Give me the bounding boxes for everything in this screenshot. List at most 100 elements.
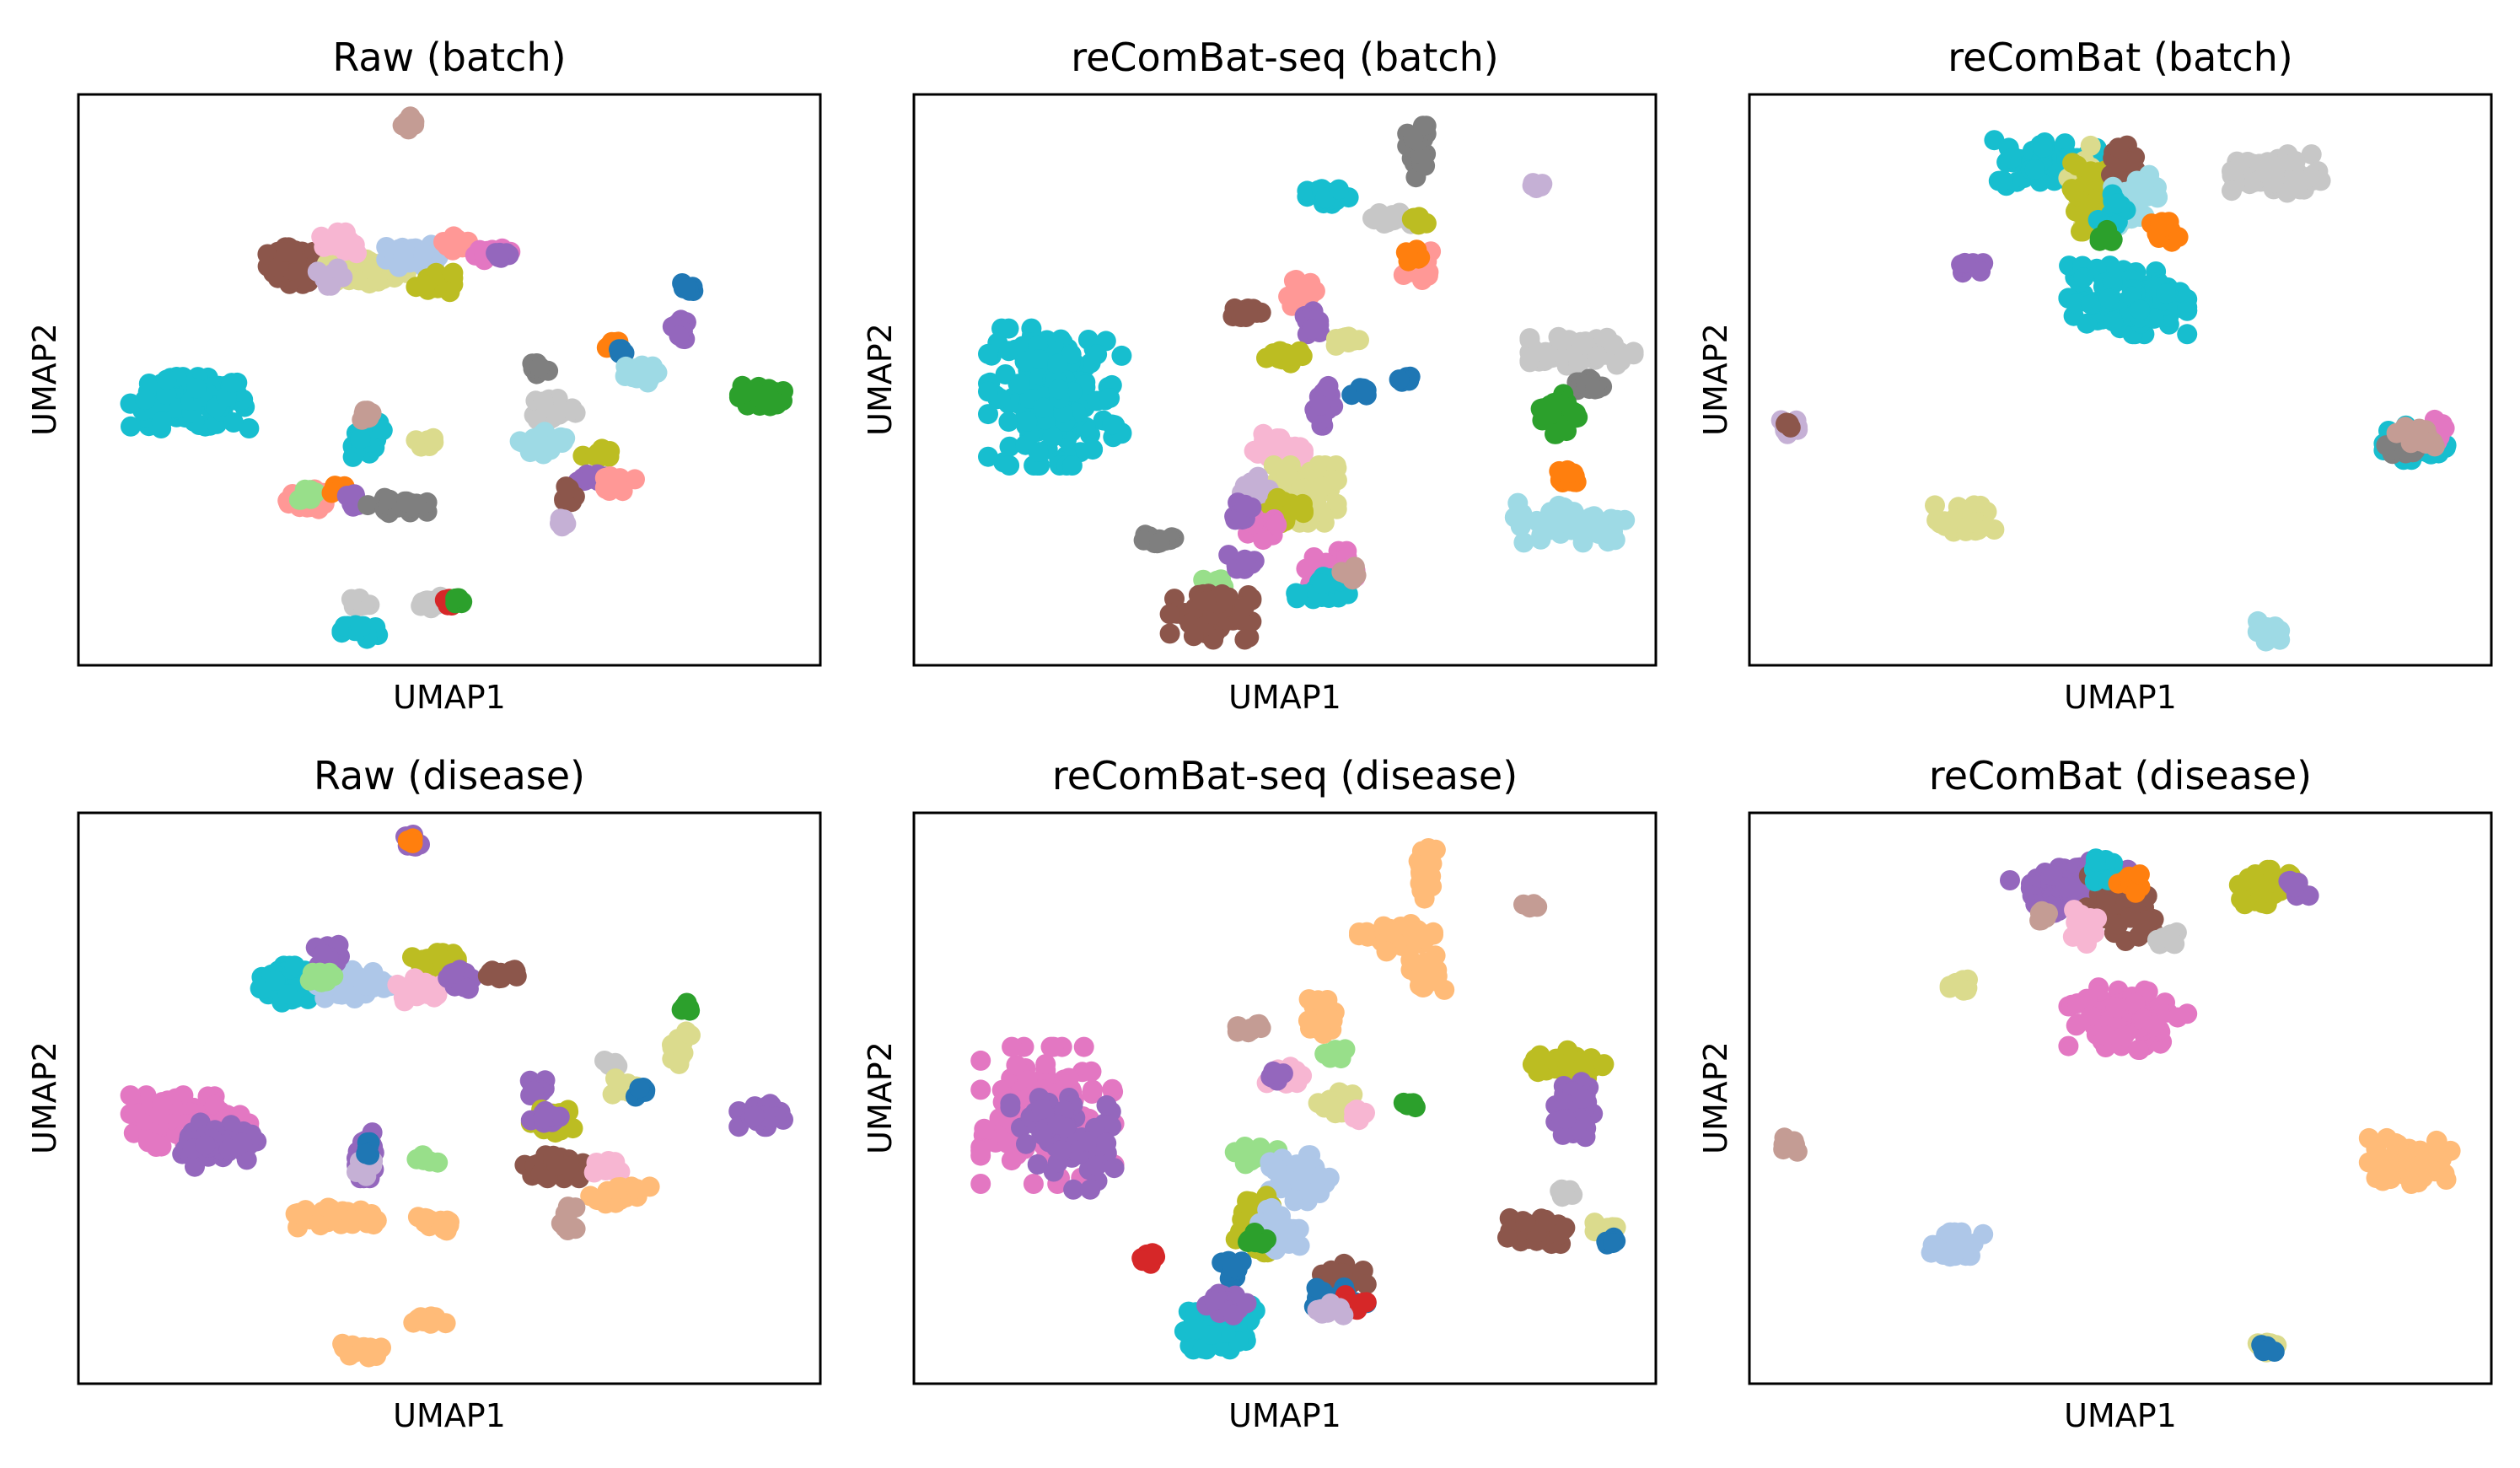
scatter-point: [1073, 1036, 1094, 1057]
scatter-point: [1216, 1323, 1237, 1343]
scatter-point: [2128, 1040, 2149, 1060]
point-cluster: [2386, 417, 2445, 457]
scatter-point: [1515, 1213, 1536, 1234]
y-axis-label: UMAP2: [862, 323, 899, 436]
scatter-point: [317, 275, 338, 296]
point-cluster: [1497, 1207, 1576, 1255]
scatter-point: [402, 832, 423, 853]
scatter-point: [1023, 1174, 1044, 1194]
scatter-point: [2085, 852, 2106, 873]
scatter-point: [2152, 217, 2173, 238]
point-cluster: [299, 962, 344, 992]
scatter-point: [1623, 344, 1644, 365]
scatter-point: [1323, 1095, 1344, 1116]
point-cluster: [1294, 301, 1330, 345]
scatter-point: [1287, 584, 1308, 605]
scatter-point: [1335, 327, 1356, 348]
scatter-point: [333, 981, 353, 1002]
point-cluster: [288, 479, 326, 510]
scatter-point: [268, 256, 289, 277]
point-cluster: [2058, 255, 2198, 345]
panel-title: reComBat-seq (batch): [1071, 35, 1499, 80]
scatter-point: [1354, 1103, 1375, 1124]
scatter-point: [1234, 494, 1255, 515]
scatter-point: [1593, 1054, 1615, 1075]
scatter-point: [1087, 344, 1108, 365]
scatter-point: [605, 1179, 626, 1200]
scatter-point: [1061, 455, 1083, 476]
scatter-point: [412, 243, 433, 264]
scatter-point: [411, 595, 432, 616]
scatter-point: [2084, 922, 2105, 944]
point-cluster: [554, 476, 585, 513]
point-cluster: [728, 375, 793, 417]
scatter-point: [1290, 280, 1310, 301]
scatter-point: [2222, 180, 2242, 202]
scatter-point: [1236, 1293, 1257, 1314]
scatter-point: [185, 1156, 205, 1177]
scatter-point: [1599, 524, 1620, 546]
scatter-point: [2231, 889, 2252, 910]
scatter-point: [597, 1051, 618, 1073]
point-cluster: [2141, 212, 2189, 252]
scatter-point: [418, 1311, 439, 1332]
scatter-point: [1031, 1099, 1052, 1120]
scatter-point: [156, 384, 177, 406]
point-cluster: [671, 992, 701, 1021]
scatter-point: [491, 964, 512, 984]
scatter-point: [488, 246, 509, 267]
panel-recombat-seq-disease: reComBat-seq (disease) UMAP1 UMAP2: [862, 753, 1658, 1434]
scatter-point: [673, 1042, 694, 1063]
point-cluster: [376, 234, 449, 277]
scatter-point: [620, 359, 640, 380]
scatter-point: [358, 407, 379, 428]
scatter-point: [2108, 137, 2129, 159]
scatter-point: [389, 256, 410, 277]
scatter-point: [285, 1203, 306, 1224]
scatter-point: [2032, 905, 2053, 926]
scatter-point: [1953, 980, 1975, 1001]
point-cluster: [1566, 368, 1613, 401]
scatter-point: [2061, 179, 2082, 200]
scatter-point: [1584, 379, 1605, 400]
scatter-point: [974, 1118, 995, 1139]
point-cluster: [1939, 969, 1978, 1001]
scatter-point: [2424, 436, 2445, 457]
scatter-point: [1526, 178, 1547, 198]
scatter-point: [1235, 304, 1255, 325]
point-cluster: [1000, 1088, 1125, 1200]
scatter-point: [533, 1108, 554, 1129]
point-cluster: [331, 615, 389, 649]
scatter-point: [1779, 413, 1799, 434]
scatter-point: [1538, 401, 1559, 422]
point-cluster: [1238, 1223, 1276, 1254]
scatter-point: [1604, 334, 1624, 355]
scatter-point: [1063, 1179, 1084, 1200]
scatter-point: [1293, 440, 1314, 461]
point-cluster: [1393, 1092, 1426, 1118]
scatter-point: [2098, 288, 2120, 309]
panel-title: reComBat (batch): [1948, 35, 2292, 80]
point-cluster: [1400, 945, 1455, 1000]
scatter-point: [1047, 1114, 1068, 1135]
scatter-point: [204, 1094, 225, 1116]
scatter-point: [2103, 311, 2124, 332]
point-cluster: [2228, 859, 2309, 915]
scatter-point: [2095, 1025, 2116, 1046]
panel-title: reComBat (disease): [1929, 753, 2312, 799]
axes-frame: [77, 93, 822, 667]
scatter-point: [1249, 1014, 1270, 1035]
point-cluster: [580, 1176, 660, 1214]
scatter-point: [2366, 1168, 2387, 1189]
point-cluster: [2251, 1335, 2285, 1362]
scatter-point: [2024, 159, 2045, 180]
point-cluster: [514, 1145, 594, 1189]
point-cluster: [2029, 901, 2058, 931]
scatter-point: [1549, 1223, 1570, 1245]
point-cluster: [1951, 252, 1994, 283]
scatter-point: [1513, 532, 1534, 553]
scatter-point: [1196, 591, 1217, 612]
scatter-point: [356, 976, 376, 996]
scatter-point: [2033, 137, 2054, 158]
